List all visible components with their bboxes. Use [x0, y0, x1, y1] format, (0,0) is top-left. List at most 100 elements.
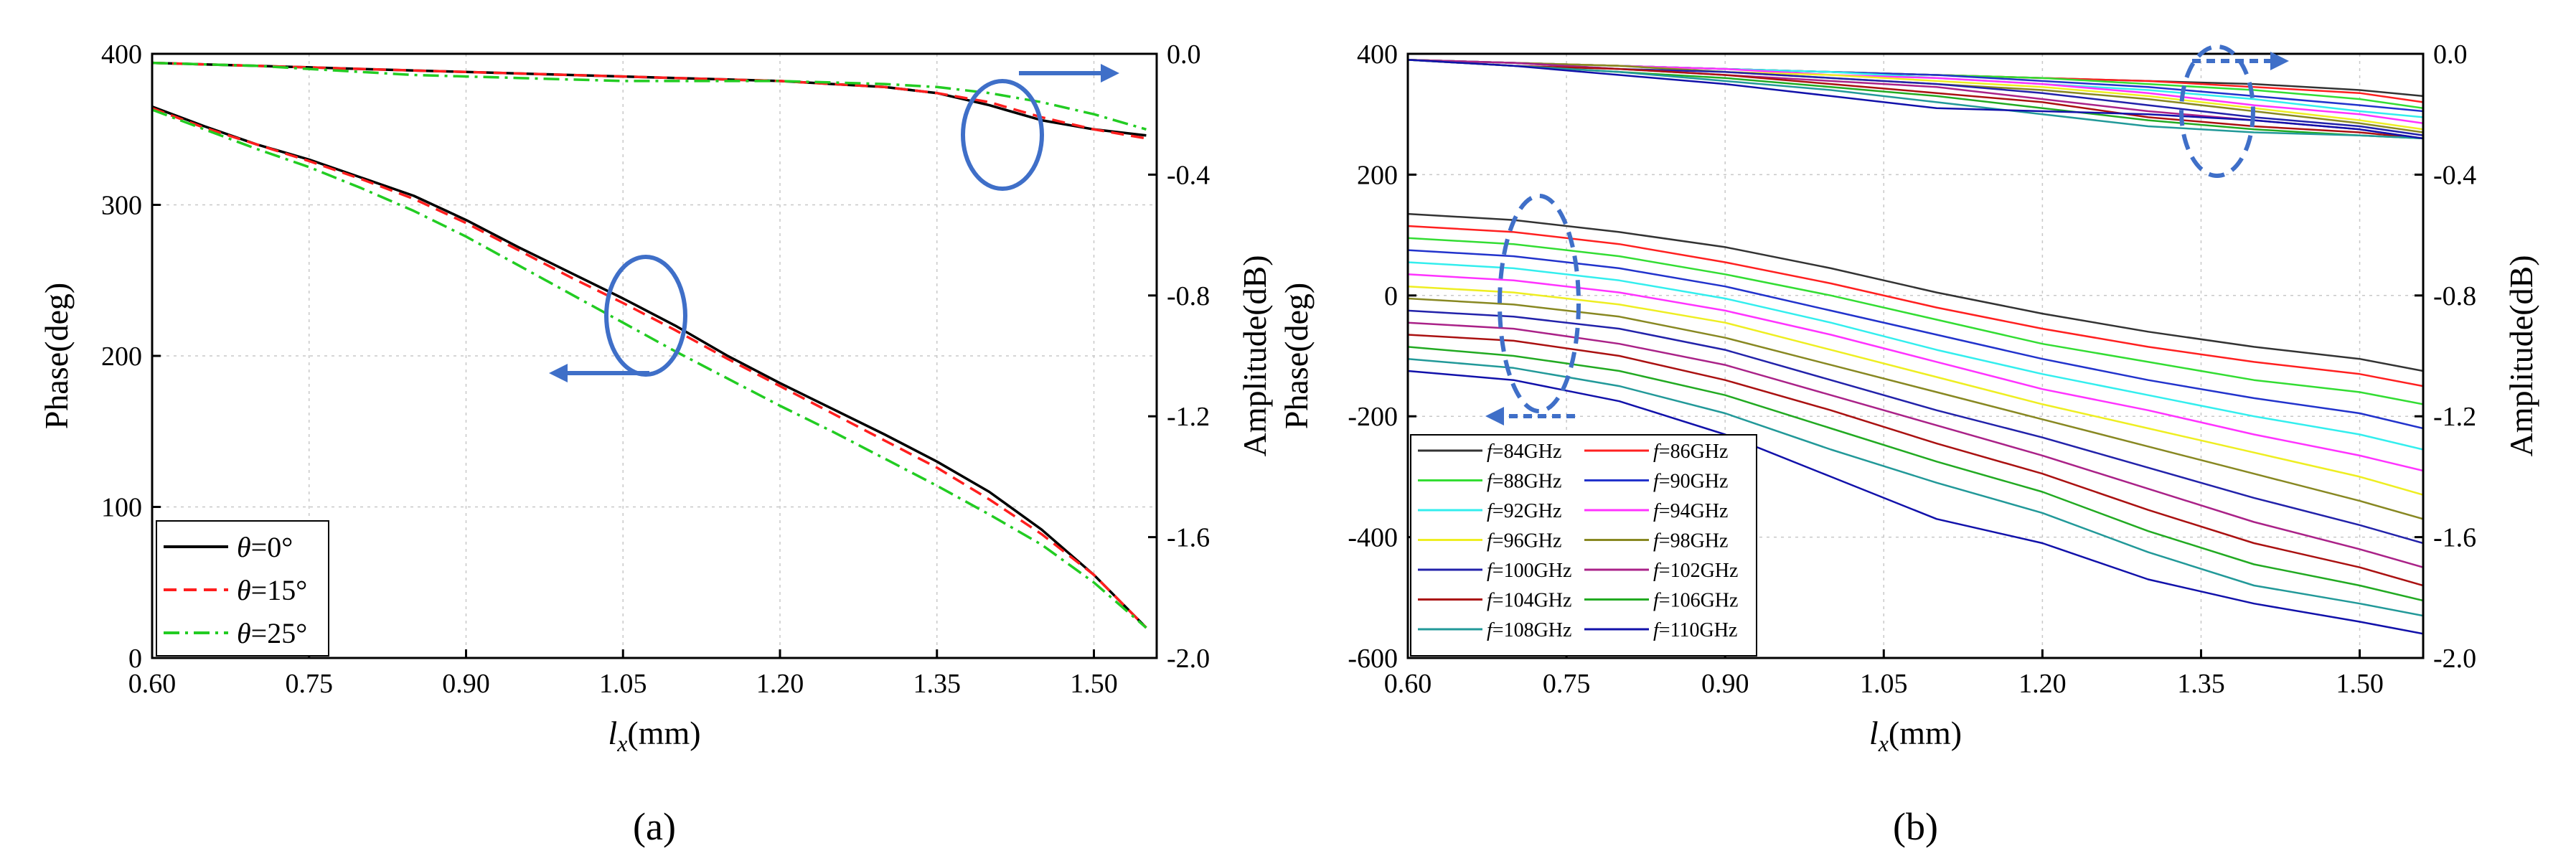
legend-label-14: f=110GHz — [1653, 619, 1737, 641]
phase-line-9 — [1408, 309, 2423, 545]
left-axis-arrow-head — [549, 364, 568, 382]
x-tick-label: 0.60 — [1384, 669, 1432, 699]
y2-tick-label: -0.8 — [1167, 281, 1210, 311]
phase-line-10 — [1408, 321, 2423, 568]
x-tick-label: 1.05 — [599, 669, 647, 699]
legend-label-1: θ=0° — [237, 531, 293, 563]
y-tick-label: -600 — [1348, 644, 1398, 674]
y2-tick-label: -0.4 — [2433, 160, 2476, 190]
y-tick-label: -400 — [1348, 523, 1398, 553]
phase-line-7 — [1408, 285, 2423, 496]
x-tick-label: 1.35 — [2177, 669, 2225, 699]
y-tick-label: 400 — [101, 39, 142, 70]
right-axis-arrow-head — [2270, 52, 2289, 70]
amplitude-line-3 — [152, 61, 1147, 131]
phase-line-1 — [1408, 212, 2423, 372]
x-tick-label: 1.20 — [2018, 669, 2067, 699]
legend-label-13: f=108GHz — [1487, 619, 1571, 641]
legend-label-3: f=88GHz — [1487, 471, 1561, 493]
y2-tick-label: -1.6 — [2433, 523, 2476, 553]
x-tick-label: 0.75 — [286, 669, 334, 699]
y-tick-label: 200 — [101, 342, 142, 372]
legend-label-8: f=98GHz — [1653, 530, 1728, 552]
y2-tick-label: -0.8 — [2433, 281, 2476, 311]
legend-label-6: f=94GHz — [1653, 500, 1728, 522]
phase-dashed-ellipse — [1498, 194, 1581, 413]
chart-panel-b: 0.60 0.75 0.90 1.05 1.20 1.35 1.50 -600 -400 -200… — [1278, 39, 2539, 848]
y2-axis-title: Amplitude(dB) — [1236, 255, 1273, 456]
x-tick-label: 0.60 — [128, 669, 177, 699]
legend-label-11: f=104GHz — [1487, 590, 1571, 612]
x-tick-label: 1.35 — [913, 669, 962, 699]
y2-tick-label: -2.0 — [2433, 644, 2476, 674]
amplitude-ellipse-marker — [961, 79, 1044, 191]
legend-box — [1410, 434, 1757, 657]
legend-label-2: f=86GHz — [1653, 441, 1728, 463]
x-tick-label: 1.20 — [756, 669, 804, 699]
panel-caption: (b) — [1893, 805, 1938, 848]
y-tick-label: 0 — [128, 644, 142, 674]
x-axis-title: lx(mm) — [608, 715, 700, 756]
legend-label-9: f=100GHz — [1487, 560, 1571, 582]
y-axis-title: Phase(deg) — [1278, 283, 1315, 429]
chart-panel-a: 0.60 0.75 0.90 1.05 1.20 1.35 1.50 0 100 200 300 40… — [38, 39, 1273, 848]
amplitude-line-13 — [1408, 59, 2423, 140]
phase-line-6 — [1408, 273, 2423, 472]
legend-label-1: f=84GHz — [1487, 441, 1561, 463]
legend: θ=0° θ=15° θ=25° — [156, 520, 329, 657]
left-axis-arrow-head — [1485, 407, 1504, 425]
y2-tick-label: -2.0 — [1167, 644, 1210, 674]
x-tick-label: 1.50 — [1070, 669, 1118, 699]
panel-caption: (a) — [633, 805, 676, 848]
amplitude-line-14 — [1408, 59, 2423, 140]
legend-label-7: f=96GHz — [1487, 530, 1561, 552]
y2-axis-title: Amplitude(dB) — [2503, 255, 2539, 456]
phase-line-11 — [1408, 334, 2423, 587]
y-tick-label: -200 — [1348, 402, 1398, 432]
x-tick-label: 0.90 — [1701, 669, 1749, 699]
phase-line-3 — [1408, 237, 2423, 405]
amplitude-dashed-ellipse — [2179, 44, 2255, 178]
legend-label-3: θ=25° — [237, 617, 307, 649]
right-axis-arrow-head — [1101, 64, 1119, 83]
x-tick-label: 0.90 — [442, 669, 490, 699]
legend-label-4: f=90GHz — [1653, 471, 1728, 493]
y2-tick-label: -1.6 — [1167, 523, 1210, 553]
y2-tick-label: -0.4 — [1167, 160, 1210, 190]
plot-frame — [1406, 52, 2425, 659]
phase-line-8 — [1408, 297, 2423, 520]
y-tick-label: 300 — [101, 191, 142, 221]
x-tick-label: 1.50 — [2336, 669, 2384, 699]
phase-line-12 — [1408, 346, 2423, 602]
phase-line-14 — [1408, 370, 2423, 635]
phase-line-5 — [1408, 261, 2423, 451]
y2-tick-label: -1.2 — [1167, 402, 1210, 432]
y2-tick-label: -1.2 — [2433, 402, 2476, 432]
amplitude-line-1 — [152, 61, 1147, 137]
phase-line-1 — [152, 105, 1147, 629]
y-tick-label: 100 — [101, 493, 142, 523]
legend-label-10: f=102GHz — [1653, 560, 1738, 582]
legend-label-5: f=92GHz — [1487, 500, 1561, 522]
y-tick-label: 200 — [1357, 160, 1398, 190]
phase-line-4 — [1408, 249, 2423, 430]
legend-label-12: f=106GHz — [1653, 590, 1738, 612]
phase-line-2 — [152, 107, 1147, 629]
amplitude-line-2 — [152, 61, 1147, 140]
phase-ellipse-marker — [604, 255, 687, 377]
legend: f=84GHz f=86GHz f=88GHz f=90GHz f=92GHz f=94G… — [1410, 434, 1757, 657]
x-tick-label: 0.75 — [1543, 669, 1591, 699]
x-axis-title: lx(mm) — [1869, 715, 1962, 756]
y-axis-title: Phase(deg) — [38, 283, 75, 429]
phase-line-13 — [1408, 357, 2423, 617]
y2-tick-label: 0.0 — [1167, 39, 1201, 70]
y-tick-label: 400 — [1357, 39, 1398, 70]
amplitude-line-11 — [1408, 59, 2423, 140]
phase-line-2 — [1408, 225, 2423, 387]
phase-line-3 — [152, 108, 1147, 629]
y-tick-label: 0 — [1384, 281, 1398, 311]
legend-label-2: θ=15° — [237, 574, 307, 606]
y2-tick-label: 0.0 — [2433, 39, 2468, 70]
series-group — [1408, 59, 2423, 635]
